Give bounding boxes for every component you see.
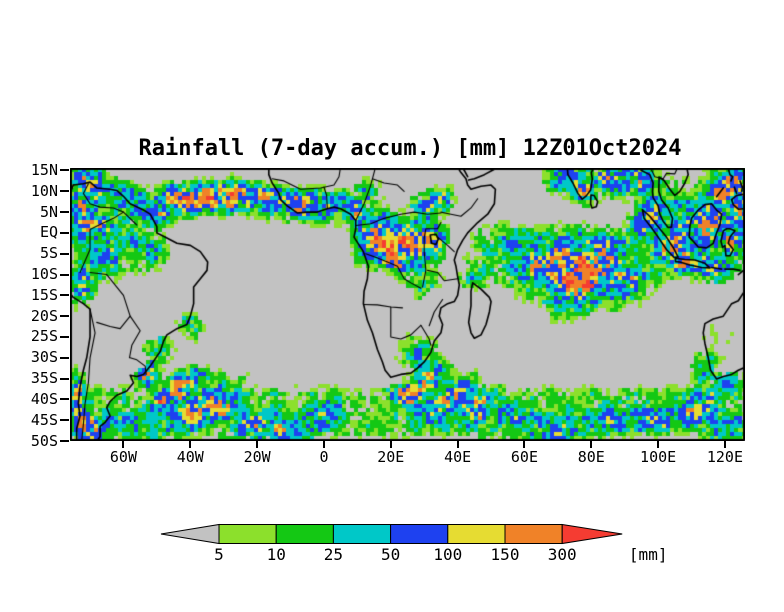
lon-tick-label: 80E — [577, 448, 605, 466]
colorbar-level-label: 25 — [324, 545, 343, 564]
lat-tick — [60, 294, 69, 297]
colorbar: 5 10 25 50 100 150 300 [mm] — [160, 523, 668, 564]
lon-tick — [723, 441, 726, 448]
colorbar-segment — [504, 524, 563, 544]
colorbar-segment — [447, 524, 506, 544]
colorbar-above-arrow — [561, 523, 623, 545]
lon-tick-label: 40W — [176, 448, 204, 466]
lat-tick — [60, 190, 69, 193]
lat-tick — [60, 398, 69, 401]
colorbar-level-label: 50 — [381, 545, 400, 564]
lat-tick-label: 30S — [30, 348, 58, 367]
lat-tick — [60, 356, 69, 359]
colorbar-level-label: 150 — [491, 545, 520, 564]
colorbar-level-label: 10 — [267, 545, 286, 564]
lon-tick-label: 60E — [510, 448, 538, 466]
lat-tick-label: EQ — [39, 223, 58, 242]
lat-tick — [60, 335, 69, 338]
lat-tick — [60, 252, 69, 255]
lat-tick — [60, 440, 69, 442]
lat-tick — [60, 273, 69, 276]
colorbar-level-label: 5 — [214, 545, 224, 564]
lon-tick — [256, 441, 259, 448]
lon-tick-label: 120E — [706, 448, 743, 466]
lon-tick-label: 20W — [243, 448, 271, 466]
lat-tick-label: 25S — [30, 327, 58, 346]
lon-tick — [590, 441, 593, 448]
colorbar-unit-label: [mm] — [629, 545, 668, 564]
colorbar-below-arrow — [160, 523, 220, 545]
colorbar-level-label: 300 — [548, 545, 577, 564]
lon-tick — [657, 441, 660, 448]
colorbar-segment — [390, 524, 449, 544]
lon-tick — [122, 441, 125, 448]
lon-tick — [389, 441, 392, 448]
rainfall-map-canvas — [70, 168, 745, 441]
colorbar-segment — [218, 524, 277, 544]
lat-tick-label: 35S — [30, 369, 58, 388]
colorbar-segment — [332, 524, 392, 544]
lon-tick — [322, 441, 325, 448]
lat-tick-label: 5S — [39, 244, 58, 263]
lat-tick-label: 45S — [30, 410, 58, 429]
lat-tick-label: 15S — [30, 285, 58, 304]
lat-tick — [60, 377, 69, 380]
lon-tick — [523, 441, 526, 448]
lat-tick — [60, 169, 69, 172]
lon-tick-label: 20E — [377, 448, 405, 466]
lat-tick-label: 10N — [30, 181, 58, 200]
chart-title: Rainfall (7-day accum.) [mm] 12Z01Oct202… — [138, 136, 682, 161]
colorbar-segment — [275, 524, 334, 544]
lon-tick — [189, 441, 192, 448]
lon-tick-label: 0 — [319, 448, 329, 466]
lat-tick-label: 40S — [30, 389, 58, 408]
lon-tick-label: 40E — [444, 448, 472, 466]
lat-tick-label: 15N — [30, 160, 58, 179]
lat-tick — [60, 419, 69, 422]
lat-tick — [60, 211, 69, 214]
lat-tick-label: 20S — [30, 306, 58, 325]
lat-tick-label: 5N — [39, 202, 58, 221]
lon-tick-label: 60W — [109, 448, 137, 466]
colorbar-level-label: 100 — [433, 545, 462, 564]
lat-tick-label: 10S — [30, 265, 58, 284]
lat-tick-label: 50S — [30, 431, 58, 450]
lon-tick — [456, 441, 459, 448]
lat-tick — [60, 315, 69, 318]
lat-tick — [60, 231, 69, 234]
lon-tick-label: 100E — [640, 448, 677, 466]
